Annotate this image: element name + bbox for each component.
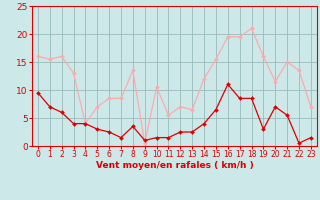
X-axis label: Vent moyen/en rafales ( km/h ): Vent moyen/en rafales ( km/h ) <box>96 161 253 170</box>
